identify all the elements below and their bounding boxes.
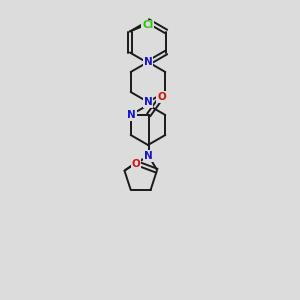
Text: N: N: [144, 57, 152, 67]
Text: Cl: Cl: [142, 20, 153, 31]
Text: N: N: [144, 151, 153, 161]
Text: N: N: [144, 97, 152, 107]
Text: N: N: [127, 110, 136, 120]
Text: O: O: [131, 159, 140, 169]
Text: O: O: [157, 92, 166, 102]
